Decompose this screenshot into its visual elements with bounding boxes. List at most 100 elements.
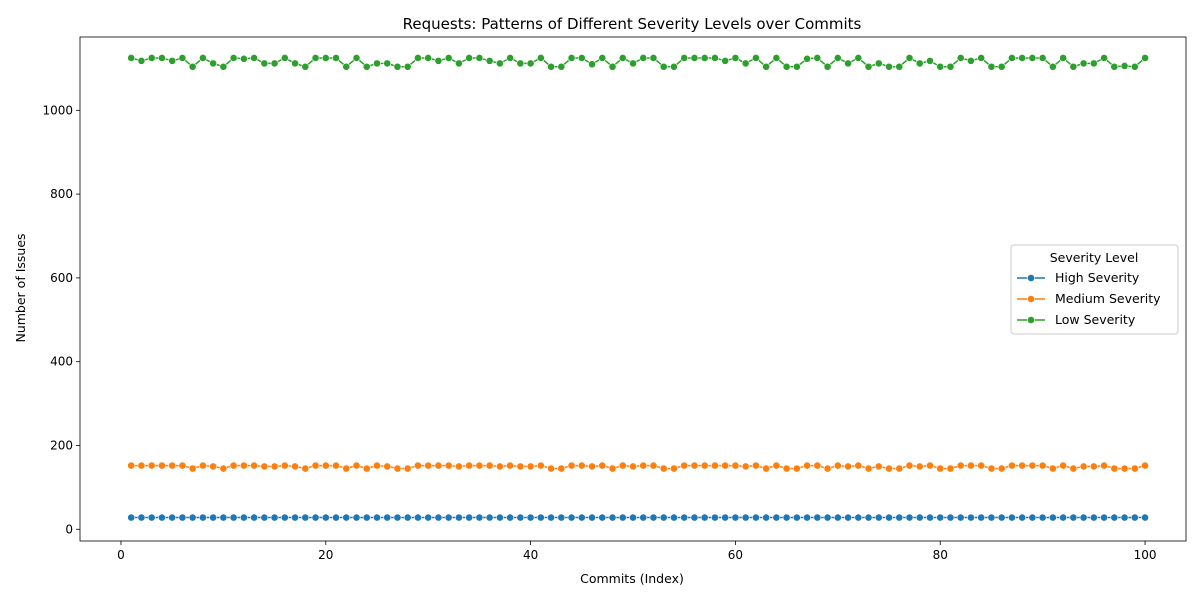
data-point (158, 513, 166, 522)
data-point (833, 54, 842, 62)
data-point (536, 513, 545, 522)
data-point (424, 513, 433, 522)
data-point (342, 513, 351, 522)
data-point (1059, 461, 1068, 470)
data-point (874, 462, 883, 471)
data-point (209, 513, 218, 522)
data-point (526, 462, 535, 471)
data-point (1110, 464, 1119, 473)
data-point (475, 461, 484, 470)
y-axis: 0 200 400 600 800 1000 (42, 103, 80, 536)
legend-entries: High Severity Medium Severity Low Severity (1017, 270, 1161, 327)
data-point (270, 513, 279, 522)
x-tick-label: 0 (117, 548, 125, 562)
data-point (741, 513, 750, 522)
data-point (1141, 461, 1149, 470)
data-point (854, 461, 863, 470)
data-point (864, 62, 873, 71)
data-point (731, 54, 740, 62)
legend-label: Low Severity (1055, 312, 1136, 327)
data-point (178, 54, 187, 62)
y-tick-label: 600 (50, 271, 73, 285)
data-point (147, 513, 156, 522)
data-point (403, 513, 412, 522)
data-point (670, 513, 678, 522)
data-point (762, 513, 771, 522)
data-point (362, 464, 371, 473)
data-point (670, 62, 678, 71)
series-high-severity (127, 513, 1149, 522)
data-point (977, 461, 986, 470)
data-point (874, 59, 883, 68)
data-point (885, 464, 893, 473)
data-point (895, 513, 904, 522)
y-axis-title: Number of Issues (13, 233, 28, 342)
data-point (854, 513, 863, 522)
data-point (680, 54, 689, 62)
data-point (874, 513, 883, 522)
data-point (147, 461, 156, 470)
data-point (1130, 464, 1139, 473)
data-point (864, 464, 873, 473)
data-point (823, 464, 832, 473)
data-point (547, 513, 555, 522)
data-point (885, 62, 893, 71)
data-point (823, 513, 832, 522)
data-point (618, 513, 627, 522)
data-point (741, 59, 750, 68)
data-point (936, 62, 945, 71)
data-point (1130, 513, 1139, 522)
data-point (639, 54, 648, 62)
data-point (711, 54, 719, 62)
data-point (823, 62, 832, 71)
data-point (311, 513, 320, 522)
data-point (301, 464, 310, 473)
data-point (362, 513, 371, 522)
data-point (967, 56, 975, 65)
data-point (127, 461, 136, 470)
data-point (639, 461, 648, 470)
data-point (373, 513, 381, 522)
data-point (813, 54, 822, 62)
data-point (506, 461, 515, 470)
data-point (352, 461, 361, 470)
data-point (270, 59, 279, 68)
data-point (321, 461, 330, 470)
data-point (485, 461, 494, 470)
data-point (833, 461, 842, 470)
data-point (987, 62, 996, 71)
data-point (1110, 62, 1119, 71)
data-point (526, 513, 535, 522)
data-point (229, 54, 238, 62)
data-point (444, 461, 453, 470)
data-point (557, 464, 566, 473)
data-point (1008, 513, 1016, 522)
data-point (987, 464, 996, 473)
data-point (700, 513, 709, 522)
data-point (168, 56, 177, 65)
x-axis-title: Commits (Index) (580, 571, 684, 586)
data-point (1059, 54, 1068, 62)
data-point (700, 461, 709, 470)
data-point (680, 461, 689, 470)
x-tick-label: 100 (1134, 548, 1157, 562)
data-point (485, 56, 494, 65)
data-point (270, 462, 279, 471)
data-point (772, 461, 781, 470)
data-point (434, 56, 443, 65)
data-point (598, 513, 607, 522)
x-tick-label: 60 (728, 548, 743, 562)
data-point (1120, 513, 1129, 522)
series-line (131, 464, 1146, 470)
data-point (792, 62, 801, 71)
data-point (229, 513, 238, 522)
data-point (762, 62, 771, 71)
data-point (434, 461, 443, 470)
data-point (1028, 461, 1037, 470)
data-point (219, 513, 228, 522)
data-point (147, 54, 156, 62)
data-point (475, 513, 484, 522)
data-point (321, 513, 330, 522)
data-point (516, 59, 525, 68)
data-point (772, 513, 781, 522)
